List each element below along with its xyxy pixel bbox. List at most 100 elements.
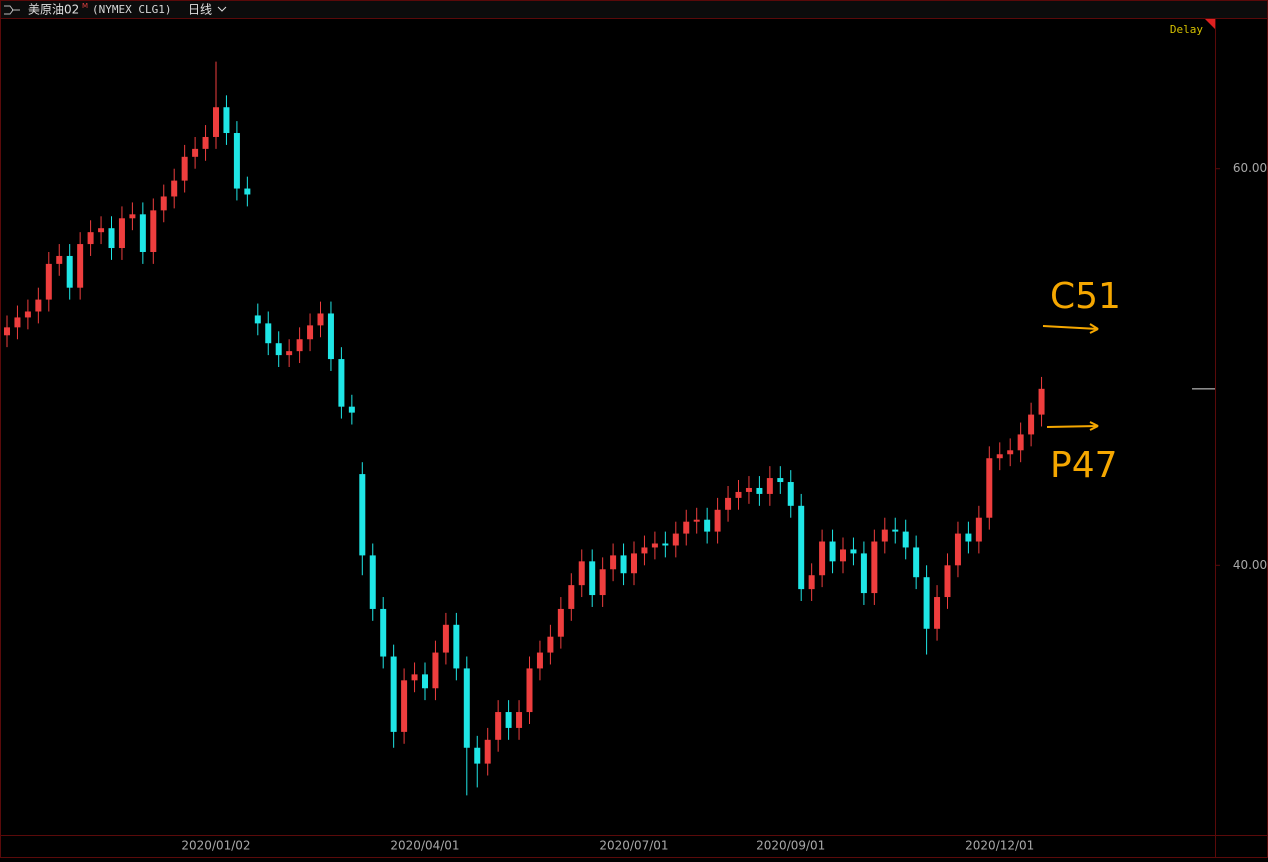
candle-body <box>599 569 606 596</box>
candle-body <box>233 133 240 189</box>
candle-body <box>1007 450 1014 455</box>
candle-body <box>24 311 31 318</box>
candle-body <box>840 549 846 562</box>
candle-body <box>892 529 899 532</box>
candle-body <box>160 196 167 211</box>
period-selector[interactable]: 日线 <box>188 3 212 17</box>
candle-body <box>171 180 178 197</box>
candle-body <box>871 541 878 594</box>
annotation-arrow <box>1046 421 1099 431</box>
candle-body <box>536 652 543 669</box>
candle-body <box>808 575 815 590</box>
instrument-mark: M <box>82 2 88 10</box>
candle-body <box>996 454 1003 459</box>
candle-body <box>913 547 920 578</box>
candle-body <box>505 712 512 728</box>
candle-body <box>129 214 136 219</box>
candle-body <box>704 519 711 532</box>
candle-body <box>118 218 125 249</box>
candle-body <box>860 553 867 594</box>
candle-body <box>442 624 449 653</box>
candle-body <box>631 553 637 574</box>
candle-body <box>275 343 282 356</box>
candle-body <box>934 597 941 629</box>
dropdown-icon[interactable] <box>217 6 227 12</box>
candle-body <box>202 136 209 149</box>
candle-body <box>777 478 784 483</box>
candle-body <box>662 543 669 546</box>
candle-body <box>557 608 564 637</box>
candle-body <box>944 565 951 598</box>
candle-body <box>610 555 617 570</box>
candle-body <box>651 543 658 548</box>
candle-body <box>213 107 219 137</box>
y-tick-label: 60.00 <box>1233 161 1267 175</box>
y-tick-label: 40.00 <box>1233 558 1267 572</box>
candle-body <box>286 351 293 356</box>
candle-body <box>693 519 700 522</box>
candle-body <box>307 325 314 340</box>
link-icon[interactable] <box>4 5 20 15</box>
candle-body <box>902 531 909 548</box>
candle-body <box>756 487 763 494</box>
candle-body <box>850 549 857 554</box>
candle-body <box>516 712 523 728</box>
candle-body <box>56 255 63 264</box>
candle-body <box>244 188 251 195</box>
x-tick-label: 2020/07/01 <box>599 839 668 853</box>
candle-body <box>568 585 575 609</box>
candle-body <box>954 533 961 566</box>
candle-body <box>923 577 930 629</box>
candle-body <box>725 497 732 510</box>
x-tick-label: 2020/12/01 <box>965 839 1034 853</box>
candle-body <box>1017 434 1024 451</box>
candle-body <box>181 156 188 181</box>
candle-body <box>77 244 84 288</box>
candle-body <box>45 263 52 300</box>
candle-body <box>87 232 94 245</box>
header-bar <box>1 1 1267 19</box>
candle-body <box>265 323 272 344</box>
candle-body <box>150 210 157 252</box>
instrument-name: 美原油02 <box>28 3 79 17</box>
candle-body <box>453 624 460 669</box>
annotation-arrow <box>1042 323 1099 334</box>
candle-body <box>829 541 836 562</box>
candle-body <box>620 555 627 574</box>
candle-body <box>369 555 376 609</box>
candle-body <box>683 521 690 534</box>
candle-body <box>380 608 387 657</box>
candle-body <box>474 747 481 764</box>
candle-body <box>672 533 679 546</box>
candle-body <box>547 636 554 653</box>
candle-body <box>495 712 502 740</box>
annotation: C51 <box>1050 276 1121 317</box>
candle-body <box>390 656 397 732</box>
candle-body <box>35 299 42 312</box>
candle-body <box>411 674 418 681</box>
candle-body <box>463 668 470 748</box>
candle-body <box>223 107 230 134</box>
candle-body <box>139 214 146 252</box>
candle-body <box>1038 388 1045 415</box>
candle-body <box>714 509 721 532</box>
candle-body <box>422 674 428 689</box>
candle-body <box>578 561 585 586</box>
candle-body <box>432 652 439 689</box>
x-tick-label: 2020/04/01 <box>390 839 459 853</box>
candle-body <box>338 359 345 407</box>
candle-body <box>975 517 982 542</box>
instrument-code: (NYMEX CLG1) <box>92 3 171 16</box>
candle-body <box>766 478 773 494</box>
candle-body <box>66 255 73 288</box>
candle-body <box>14 317 21 328</box>
candle-body <box>327 313 334 360</box>
candle-body <box>641 547 648 554</box>
candle-body <box>819 541 826 576</box>
candle-body <box>1028 414 1035 435</box>
candle-body <box>735 491 742 498</box>
delay-label: Delay <box>1170 23 1203 36</box>
